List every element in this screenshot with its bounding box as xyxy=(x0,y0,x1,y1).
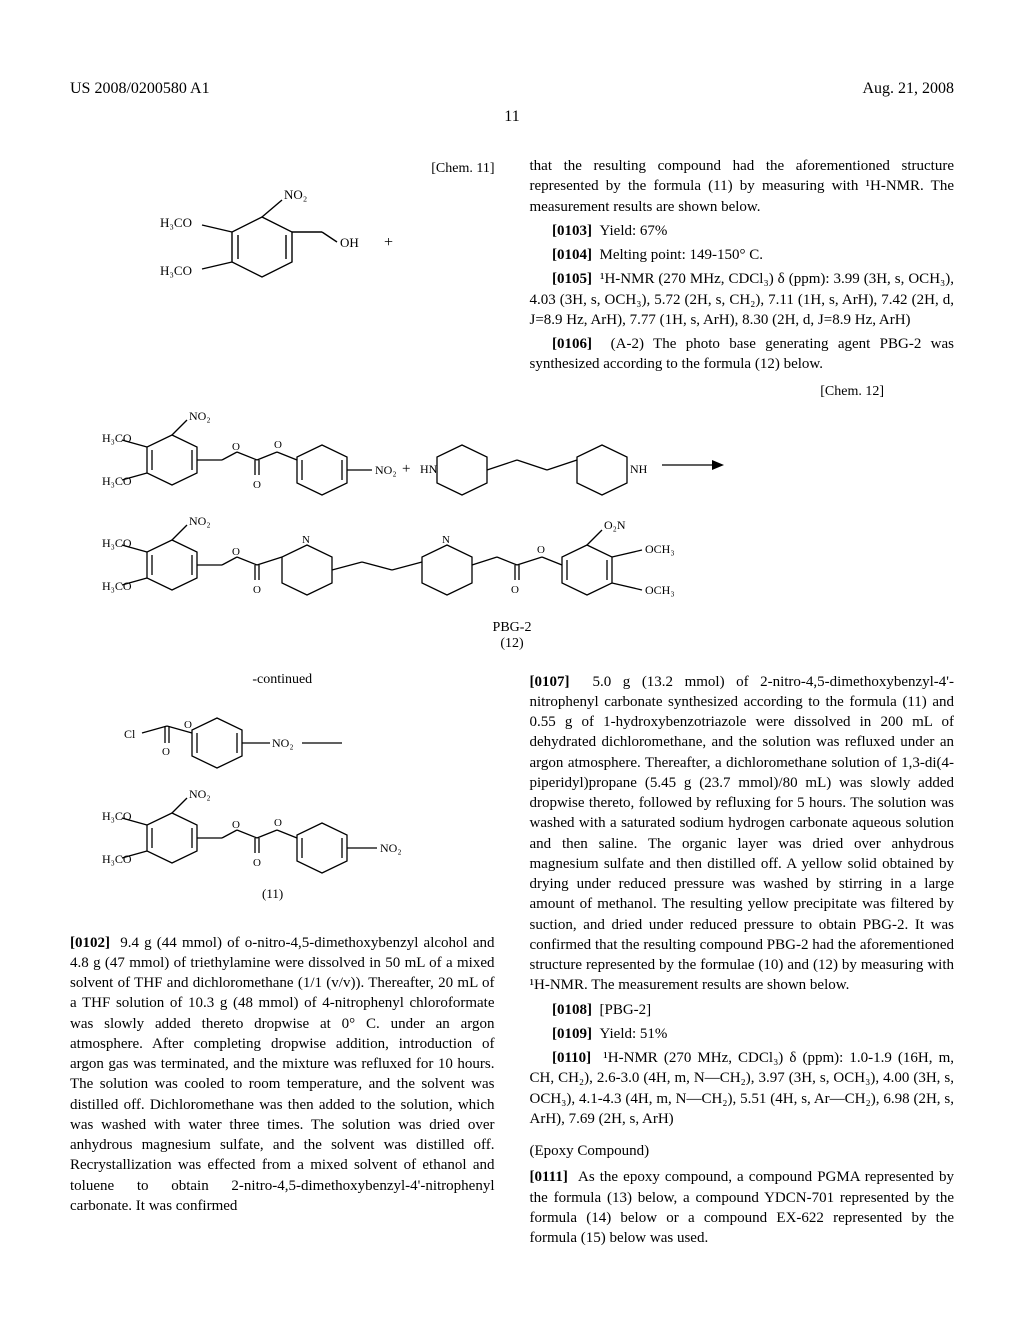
svg-text:O: O xyxy=(253,584,261,596)
svg-text:O: O xyxy=(162,746,170,758)
page-number: 11 xyxy=(70,108,954,126)
chem-label-11: [Chem. 11] xyxy=(70,161,495,177)
svg-text:HN: HN xyxy=(420,462,438,476)
svg-text:H₃CO: H₃CO xyxy=(102,852,132,866)
svg-text:N: N xyxy=(442,534,450,546)
svg-text:NO₂: NO₂ xyxy=(189,514,211,528)
svg-text:H₃CO: H₃CO xyxy=(102,431,132,445)
svg-text:O: O xyxy=(232,819,240,831)
svg-text:O: O xyxy=(511,584,519,596)
para-0102: [0102] 9.4 g (44 mmol) of o-nitro-4,5-di… xyxy=(70,933,495,1217)
continued-label: -continued xyxy=(70,672,495,688)
svg-text:+: + xyxy=(384,234,393,251)
svg-text:NO₂: NO₂ xyxy=(272,736,294,750)
svg-text:NO₂: NO₂ xyxy=(375,463,397,477)
para-0111: [0111] As the epoxy compound, a compound… xyxy=(530,1167,955,1248)
chem-structure-11a: NO₂ OH + H₃CO H₃CO xyxy=(70,187,495,312)
chem-structure-11b: Cl O O NO₂ NO₂ H₃CO H₃CO O O O NO₂ (11) xyxy=(70,698,495,913)
svg-text:H₃CO: H₃CO xyxy=(160,263,192,278)
svg-text:O₂N: O₂N xyxy=(604,518,626,532)
svg-text:NO₂: NO₂ xyxy=(189,787,211,801)
svg-text:(11): (11) xyxy=(262,886,283,901)
para-0109: [0109] Yield: 51% xyxy=(530,1024,955,1044)
para-0104: [0104] Melting point: 149-150° C. xyxy=(530,245,955,265)
svg-text:NO₂: NO₂ xyxy=(284,187,307,202)
para-0105: [0105] ¹H-NMR (270 MHz, CDCl₃) δ (ppm): … xyxy=(530,269,955,330)
svg-text:OH: OH xyxy=(340,235,359,250)
svg-text:O: O xyxy=(232,546,240,558)
svg-text:OCH₃: OCH₃ xyxy=(645,542,675,556)
svg-text:NH: NH xyxy=(630,462,648,476)
doc-date: Aug. 21, 2008 xyxy=(862,80,954,98)
svg-text:N: N xyxy=(302,534,310,546)
para-0103: [0103] Yield: 67% xyxy=(530,221,955,241)
svg-text:H₃CO: H₃CO xyxy=(160,215,192,230)
svg-text:O: O xyxy=(232,441,240,453)
svg-text:NO₂: NO₂ xyxy=(380,841,402,855)
svg-text:O: O xyxy=(253,479,261,491)
formula-12-num: (12) xyxy=(500,636,523,651)
svg-text:OCH₃: OCH₃ xyxy=(645,583,675,597)
svg-text:NO₂: NO₂ xyxy=(189,410,211,423)
svg-text:O: O xyxy=(274,817,282,829)
chem-structure-12: NO₂ H₃CO H₃CO O O O NO₂ + HN NH NO₂ H₃CO… xyxy=(70,410,954,652)
svg-text:O: O xyxy=(537,544,545,556)
chem-label-12: [Chem. 12] xyxy=(70,384,954,400)
svg-text:H₃CO: H₃CO xyxy=(102,579,132,593)
para-top-right: that the resulting compound had the afor… xyxy=(530,156,955,217)
para-0108: [0108] [PBG-2] xyxy=(530,1000,955,1020)
svg-text:O: O xyxy=(274,439,282,451)
pbg2-name: PBG-2 xyxy=(493,620,532,635)
para-0107: [0107] 5.0 g (13.2 mmol) of 2-nitro-4,5-… xyxy=(530,672,955,996)
svg-text:H₃CO: H₃CO xyxy=(102,536,132,550)
svg-text:H₃CO: H₃CO xyxy=(102,474,132,488)
epoxy-heading: (Epoxy Compound) xyxy=(530,1141,955,1161)
svg-text:Cl: Cl xyxy=(124,727,136,741)
svg-text:H₃CO: H₃CO xyxy=(102,809,132,823)
para-0110: [0110] ¹H-NMR (270 MHz, CDCl₃) δ (ppm): … xyxy=(530,1048,955,1129)
svg-text:O: O xyxy=(253,857,261,869)
para-0106: [0106] (A-2) The photo base generating a… xyxy=(530,334,955,375)
svg-text:O: O xyxy=(184,719,192,731)
svg-text:+: + xyxy=(402,461,410,477)
doc-id: US 2008/0200580 A1 xyxy=(70,80,210,98)
